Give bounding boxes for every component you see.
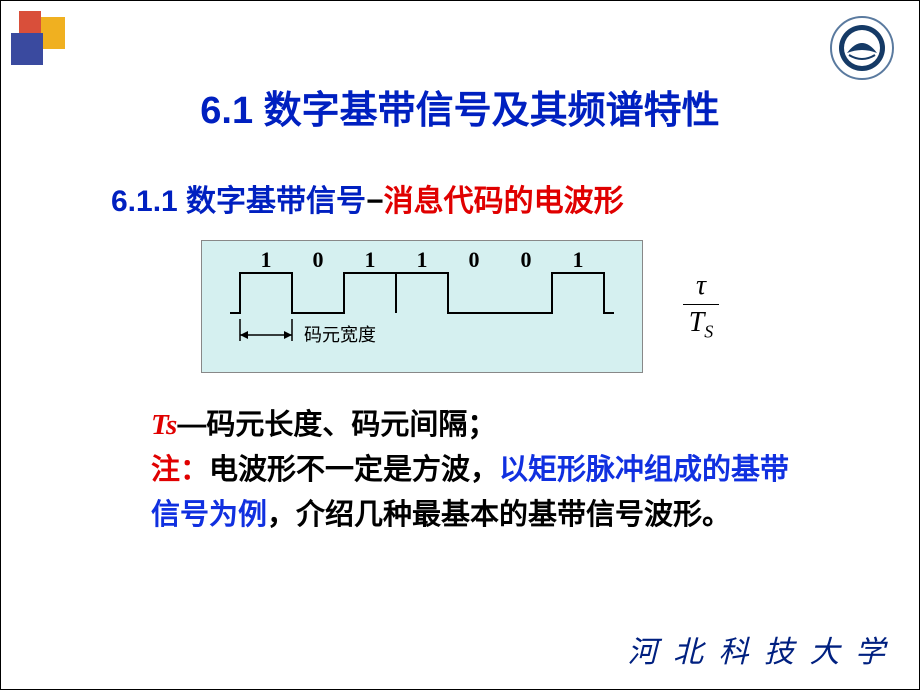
svg-text:1: 1 [365, 251, 376, 272]
fraction-line [683, 304, 719, 305]
note-prefix: 注： [151, 454, 209, 486]
svg-text:1: 1 [417, 251, 428, 272]
university-name: 河 北 科 技 大 学 [628, 627, 890, 671]
svg-text:0: 0 [313, 251, 324, 272]
svg-text:1: 1 [261, 251, 272, 272]
svg-text:1: 1 [573, 251, 584, 272]
ts-symbol: Ts [151, 409, 177, 441]
corner-ornament [1, 11, 81, 71]
page-title: 6.1 数字基带信号及其频谱特性 [1, 79, 919, 134]
subtitle-number: 6.1.1 数字基带信号 [111, 185, 366, 218]
section-subtitle: 6.1.1 数字基带信号−消息代码的电波形 [111, 176, 919, 220]
note-paragraph: 注：电波形不一定是方波，以矩形脉冲组成的基带信号为例，介绍几种最基本的基带信号波… [151, 448, 799, 538]
svg-text:0: 0 [469, 251, 480, 272]
svg-text:码元宽度: 码元宽度 [304, 325, 376, 345]
subtitle-desc: 消息代码的电波形 [384, 185, 624, 218]
diagram-row: 1 0 1 1 0 0 1 码元宽度 τ TS [1, 240, 919, 373]
formula-numerator: τ [683, 272, 719, 300]
waveform-diagram: 1 0 1 1 0 0 1 码元宽度 [201, 240, 643, 373]
tau-over-ts-formula: τ TS [683, 272, 719, 341]
ts-definition-line: Ts—码元长度、码元间隔； [151, 403, 799, 448]
university-logo [830, 16, 894, 80]
svg-text:0: 0 [521, 251, 532, 272]
subtitle-dash: − [366, 185, 384, 218]
formula-denominator: TS [683, 309, 719, 341]
body-text: Ts—码元长度、码元间隔； 注：电波形不一定是方波，以矩形脉冲组成的基带信号为例… [151, 403, 799, 538]
